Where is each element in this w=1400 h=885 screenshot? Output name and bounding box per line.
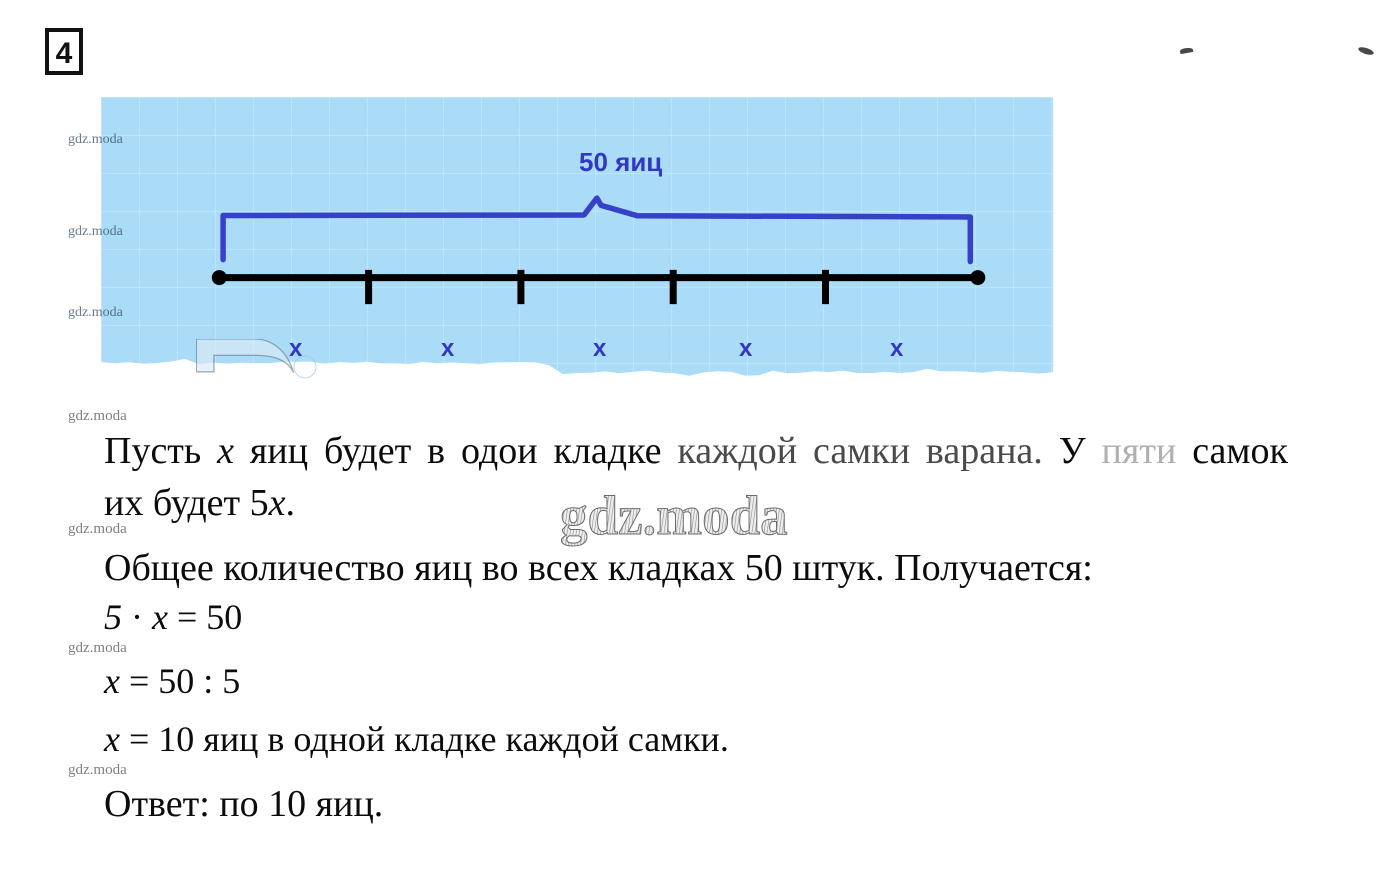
svg-text:gdz.moda: gdz.moda — [560, 485, 788, 546]
